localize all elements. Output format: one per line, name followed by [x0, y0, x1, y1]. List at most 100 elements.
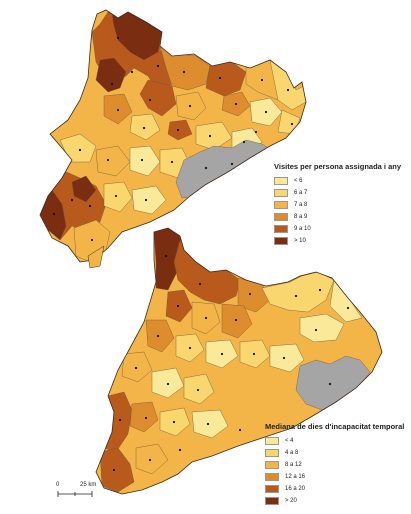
capital-dot: [172, 420, 176, 424]
region: [221, 303, 253, 339]
capital-dot: [116, 108, 120, 112]
capital-dot: [282, 356, 286, 360]
legend-label: 6 a 7: [294, 189, 308, 196]
legend-title: Mediana de dies d'incapacitat temporal: [265, 422, 405, 431]
legend-swatch: [274, 212, 288, 221]
capital-dot: [110, 82, 114, 86]
region: [299, 313, 345, 343]
capital-dot: [314, 328, 318, 332]
capital-dot: [140, 158, 144, 162]
capital-dot: [90, 238, 94, 242]
scale-start-label: 0: [56, 482, 60, 488]
capital-dot: [130, 70, 134, 74]
legend-item: 6 a 7: [274, 187, 401, 198]
capital-dot: [252, 352, 256, 356]
capital-dot: [142, 126, 146, 130]
capital-dot: [346, 306, 350, 310]
capital-dot: [238, 428, 242, 432]
legend-label: 9 a 10: [294, 225, 311, 232]
legend-item: 8 a 9: [274, 211, 401, 222]
legend-item: > 10: [274, 235, 401, 246]
capital-dot: [218, 76, 222, 80]
capital-dots: [112, 254, 350, 472]
capital-dot: [286, 88, 290, 92]
legend-swatch: [265, 484, 279, 493]
capital-dot: [112, 468, 116, 472]
legend-label: > 10: [294, 237, 306, 244]
legend-swatch: [274, 188, 288, 197]
legend-label: 16 a 20: [285, 485, 306, 492]
capital-dot: [182, 70, 186, 74]
legend-swatch: [274, 224, 288, 233]
capital-dot: [156, 64, 160, 68]
legend-item: 8 a 12: [265, 459, 404, 470]
region: [129, 113, 161, 141]
legend-label: 12 a 16: [285, 473, 306, 480]
legend-label: 8 a 12: [285, 461, 302, 468]
legend-item: < 6: [274, 175, 401, 186]
region: [131, 185, 167, 215]
capital-dots: [52, 36, 294, 242]
capital-dot: [230, 162, 234, 166]
legend-label: > 20: [285, 497, 297, 504]
capital-dot: [254, 130, 258, 134]
map-outline: [95, 227, 383, 495]
capital-dot: [318, 288, 322, 292]
region: [129, 401, 159, 433]
legend-swatch: [265, 436, 279, 445]
region: [129, 145, 161, 177]
capital-dot: [70, 198, 74, 202]
capital-dot: [198, 282, 202, 286]
capital-dot: [176, 304, 180, 308]
legend-swatch: [265, 472, 279, 481]
region: [103, 181, 133, 213]
region: [183, 373, 215, 405]
region: [261, 271, 335, 313]
legend-sick-leave: Mediana de dies d'incapacitat temporal <…: [265, 422, 404, 507]
region: [145, 319, 175, 353]
legend-item: 16 a 20: [265, 483, 404, 494]
region: [139, 79, 177, 117]
region: [40, 189, 67, 241]
region: [95, 145, 131, 177]
region: [135, 443, 169, 475]
legend-label: < 4: [285, 437, 294, 444]
capital-dot: [88, 204, 92, 208]
capital-dot: [264, 110, 268, 114]
capital-dot: [166, 382, 170, 386]
legend-item: > 20: [265, 495, 404, 506]
capital-dot: [176, 128, 180, 132]
capital-dot: [116, 36, 120, 40]
legend-swatch: [274, 236, 288, 245]
capital-dot: [118, 418, 122, 422]
capital-dot: [178, 448, 182, 452]
capital-dot: [234, 318, 238, 322]
capital-dot: [114, 194, 118, 198]
capital-dot: [164, 254, 168, 258]
legend-item: < 4: [265, 435, 404, 446]
capital-dot: [148, 98, 152, 102]
region: [195, 121, 233, 151]
region: [191, 409, 229, 439]
capital-dot: [206, 422, 210, 426]
legend-swatch: [265, 460, 279, 469]
legend-title: Visites per persona assignada i any: [274, 162, 402, 171]
legend-swatch: [265, 448, 279, 457]
legend-label: 4 a 8: [285, 449, 299, 456]
capital-dot: [290, 122, 294, 126]
legend-swatch: [274, 200, 288, 209]
capital-dot: [106, 158, 110, 162]
region-no-data: [295, 355, 371, 411]
capital-dot: [170, 160, 174, 164]
legend-label: < 6: [294, 177, 303, 184]
capital-dot: [134, 366, 138, 370]
capital-dot: [188, 346, 192, 350]
legend-label: 7 a 8: [294, 201, 308, 208]
capital-dot: [156, 334, 160, 338]
capital-dot: [242, 140, 246, 144]
capital-dot: [196, 388, 200, 392]
region: [167, 119, 193, 141]
legend-item: 4 a 8: [265, 447, 404, 458]
capital-dot: [260, 78, 264, 82]
legend-item: 12 a 16: [265, 471, 404, 482]
